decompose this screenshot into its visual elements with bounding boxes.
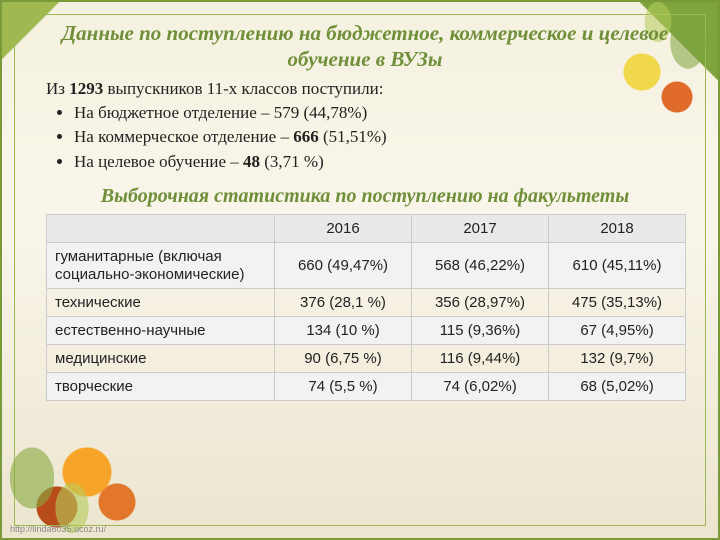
bullet-text-after: (51,51%) xyxy=(319,127,387,146)
intro-prefix: Из xyxy=(46,79,69,98)
table-year-header: 2018 xyxy=(549,215,686,243)
bullet-item: На бюджетное отделение – 579 (44,78%) xyxy=(74,101,684,126)
row-label: медицинские xyxy=(47,344,275,372)
table-year-header: 2017 xyxy=(412,215,549,243)
table-corner-cell xyxy=(47,215,275,243)
table-cell: 115 (9,36%) xyxy=(412,316,549,344)
row-label: творческие xyxy=(47,372,275,400)
bullet-bold: 666 xyxy=(293,127,319,146)
table-cell: 67 (4,95%) xyxy=(549,316,686,344)
table-cell: 74 (5,5 %) xyxy=(275,372,412,400)
sub-title: Выборочная статистика по поступлению на … xyxy=(46,184,684,208)
slide: Данные по поступлению на бюджетное, комм… xyxy=(0,0,720,540)
content-area: Данные по поступлению на бюджетное, комм… xyxy=(2,2,718,401)
table-cell: 116 (9,44%) xyxy=(412,344,549,372)
table-cell: 134 (10 %) xyxy=(275,316,412,344)
table-row: гуманитарные (включая социально-экономич… xyxy=(47,243,686,289)
table-cell: 568 (46,22%) xyxy=(412,243,549,289)
bullet-item: На целевое обучение – 48 (3,71 %) xyxy=(74,150,684,175)
table-cell: 376 (28,1 %) xyxy=(275,288,412,316)
table-cell: 74 (6,02%) xyxy=(412,372,549,400)
table-cell: 356 (28,97%) xyxy=(412,288,549,316)
table-header-row: 2016 2017 2018 xyxy=(47,215,686,243)
bullet-text: На бюджетное отделение – 579 (44,78%) xyxy=(74,103,367,122)
table-year-header: 2016 xyxy=(275,215,412,243)
row-label: естественно-научные xyxy=(47,316,275,344)
footer-link: http://linda6035.ucoz.ru/ xyxy=(10,524,106,534)
bullet-list: На бюджетное отделение – 579 (44,78%) На… xyxy=(46,101,684,175)
bullet-text: На коммерческое отделение – xyxy=(74,127,293,146)
table-row: технические 376 (28,1 %) 356 (28,97%) 47… xyxy=(47,288,686,316)
table-cell: 132 (9,7%) xyxy=(549,344,686,372)
table-row: медицинские 90 (6,75 %) 116 (9,44%) 132 … xyxy=(47,344,686,372)
row-label: гуманитарные (включая социально-экономич… xyxy=(47,243,275,289)
bullet-bold: 48 xyxy=(243,152,260,171)
bullet-text-after: (3,71 %) xyxy=(260,152,324,171)
table-cell: 68 (5,02%) xyxy=(549,372,686,400)
intro-total: 1293 xyxy=(69,79,103,98)
bullet-item: На коммерческое отделение – 666 (51,51%) xyxy=(74,125,684,150)
row-label: технические xyxy=(47,288,275,316)
main-title: Данные по поступлению на бюджетное, комм… xyxy=(46,20,684,73)
table-row: творческие 74 (5,5 %) 74 (6,02%) 68 (5,0… xyxy=(47,372,686,400)
table-cell: 610 (45,11%) xyxy=(549,243,686,289)
intro-line: Из 1293 выпускников 11-х классов поступи… xyxy=(46,79,684,99)
stats-table: 2016 2017 2018 гуманитарные (включая соц… xyxy=(46,214,686,401)
table-row: естественно-научные 134 (10 %) 115 (9,36… xyxy=(47,316,686,344)
bullet-text: На целевое обучение – xyxy=(74,152,243,171)
table-cell: 90 (6,75 %) xyxy=(275,344,412,372)
intro-suffix: выпускников 11-х классов поступили: xyxy=(103,79,383,98)
table-cell: 475 (35,13%) xyxy=(549,288,686,316)
table-cell: 660 (49,47%) xyxy=(275,243,412,289)
